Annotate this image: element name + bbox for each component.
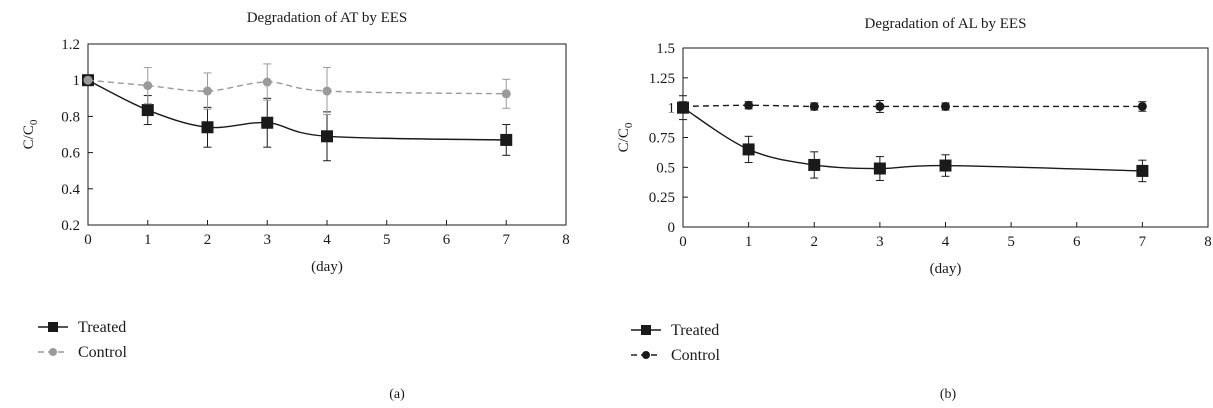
series-line-treated	[682, 107, 1143, 172]
panel-label: (a)	[389, 387, 405, 402]
data-point-circle	[143, 81, 153, 91]
y-tick-label: 1	[668, 101, 676, 117]
data-point-square	[1136, 164, 1149, 177]
x-axis-label: (day)	[930, 261, 962, 277]
data-point-circle	[322, 86, 332, 96]
x-tick-label: 0	[679, 234, 687, 250]
legend-label-treated: Treated	[78, 319, 126, 336]
y-tick-label: 1.2	[61, 37, 80, 53]
data-point-square	[939, 159, 952, 172]
x-tick-label: 2	[204, 232, 212, 248]
legend-label-treated: Treated	[671, 322, 719, 339]
x-tick-label: 1	[144, 232, 152, 248]
y-axis-label-main: C/C	[616, 128, 632, 152]
data-point-circle	[678, 101, 688, 111]
x-tick-label: 7	[1139, 234, 1147, 250]
x-tick-label: 8	[1204, 234, 1212, 250]
x-tick-label: 3	[264, 232, 272, 248]
y-tick-label: 0.5	[656, 160, 675, 176]
data-point-circle	[262, 77, 272, 87]
y-axis-label: C/C0	[616, 122, 635, 152]
data-point-circle	[1137, 101, 1147, 111]
y-tick-label: 0.75	[649, 131, 675, 147]
y-axis-label-subscript: 0	[28, 119, 40, 125]
data-point-circle	[809, 101, 819, 111]
series-line-control	[87, 79, 507, 95]
legend-marker-circle	[642, 351, 650, 359]
y-tick-label: 0.4	[61, 182, 80, 198]
chart-title: Degradation of AL by EES	[865, 16, 1027, 32]
legend-marker-square	[641, 325, 651, 335]
data-point-circle	[501, 89, 511, 99]
x-tick-label: 0	[84, 232, 92, 248]
series-treated	[677, 95, 1149, 183]
data-point-square	[141, 104, 154, 117]
data-point-circle	[941, 101, 950, 111]
y-tick-label: 1.5	[656, 41, 675, 57]
data-point-circle	[744, 100, 754, 110]
chart-panel-b: Degradation of AL by EES 0 0.25 0.5 0.75 1 1.2…	[616, 16, 1212, 402]
y-axis-label-subscript: 0	[623, 122, 635, 128]
x-tick-label: 4	[942, 234, 950, 250]
x-tick-label: 3	[876, 234, 884, 250]
x-tick-label: 1	[745, 234, 753, 250]
x-tick-label: 5	[383, 232, 391, 248]
data-point-square	[321, 130, 333, 143]
x-tick-label: 6	[443, 232, 451, 248]
data-point-square	[500, 133, 513, 146]
data-point-square	[201, 121, 214, 134]
y-tick-label: 0	[668, 220, 676, 236]
data-point-circle	[875, 101, 885, 111]
y-tick-label: 0.25	[649, 190, 675, 206]
series-control	[678, 100, 1147, 113]
plot-frame	[682, 47, 1209, 228]
data-point-square	[808, 158, 821, 171]
x-tick-label: 6	[1073, 234, 1081, 250]
y-tick-label: 0.6	[61, 146, 80, 162]
panel-label: (b)	[940, 387, 957, 402]
y-axis-label: C/C0	[21, 119, 40, 149]
legend-marker-circle	[49, 348, 57, 356]
x-tick-label: 7	[503, 232, 511, 248]
legend-marker-square	[48, 322, 58, 332]
x-tick-label: 5	[1007, 234, 1015, 250]
x-tick-label: 8	[562, 232, 570, 248]
data-point-square	[873, 162, 886, 175]
y-tick-label: 1	[73, 73, 81, 89]
data-point-circle	[83, 75, 93, 85]
data-point-square	[742, 143, 755, 156]
y-axis-label-main: C/C	[21, 125, 37, 149]
chart-title: Degradation of AT by EES	[247, 10, 408, 26]
data-point-square	[261, 116, 274, 129]
x-tick-label: 2	[811, 234, 819, 250]
chart-panel-a: Degradation of AT by EES 0.2 0.4 0.6 0.8 1 1.2…	[21, 10, 570, 402]
x-tick-label: 4	[323, 232, 331, 248]
y-tick-label: 0.2	[61, 218, 80, 234]
legend-label-control: Control	[671, 347, 720, 364]
x-axis-label: (day)	[311, 259, 343, 275]
legend-label-control: Control	[78, 344, 127, 361]
data-point-circle	[203, 86, 212, 96]
series-control	[83, 63, 511, 116]
y-tick-label: 0.8	[61, 109, 80, 125]
y-tick-label: 1.25	[649, 71, 675, 87]
